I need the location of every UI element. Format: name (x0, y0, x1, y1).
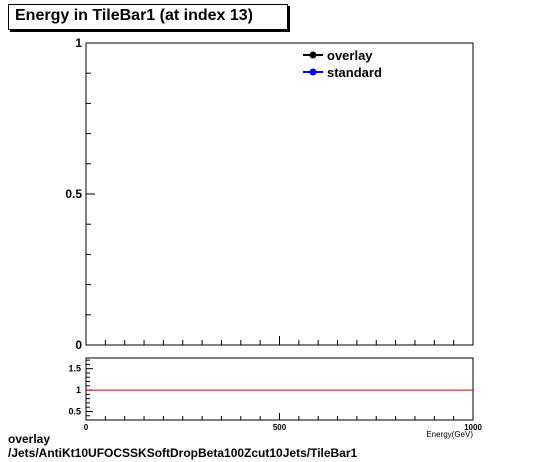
main-plot-frame (85, 42, 474, 346)
ratio-plot-frame (85, 357, 474, 421)
y-tick-label: 0.5 (65, 187, 82, 201)
legend-marker-overlay (309, 51, 317, 59)
legend-label-standard: standard (327, 65, 382, 80)
ratio-y-tick-label: 1.5 (68, 364, 81, 374)
ratio-y-tick-label: 1 (76, 385, 81, 395)
ratio-x-tick-label: 0 (84, 423, 89, 432)
y-tick-label: 1 (75, 36, 82, 50)
footer-line-1: overlay (8, 432, 51, 446)
ratio-x-tick-label: 500 (273, 423, 287, 432)
y-tick-label: 0 (75, 338, 82, 352)
legend-marker-standard (309, 68, 317, 76)
footer-caption: overlay /Jets/AntiKt10UFOCSSKSoftDropBet… (8, 432, 357, 460)
chart-title: Energy in TileBar1 (at index 13) (15, 7, 254, 24)
ratio-y-tick-label: 0.5 (68, 406, 81, 416)
chart-title-box: Energy in TileBar1 (at index 13) (8, 4, 288, 30)
ratio-x-tick-label: 1000 (464, 423, 482, 432)
legend-label-overlay: overlay (327, 48, 373, 63)
x-axis-label: Energy(GeV) (426, 430, 473, 439)
footer-line-2: /Jets/AntiKt10UFOCSSKSoftDropBeta100Zcut… (8, 446, 358, 460)
